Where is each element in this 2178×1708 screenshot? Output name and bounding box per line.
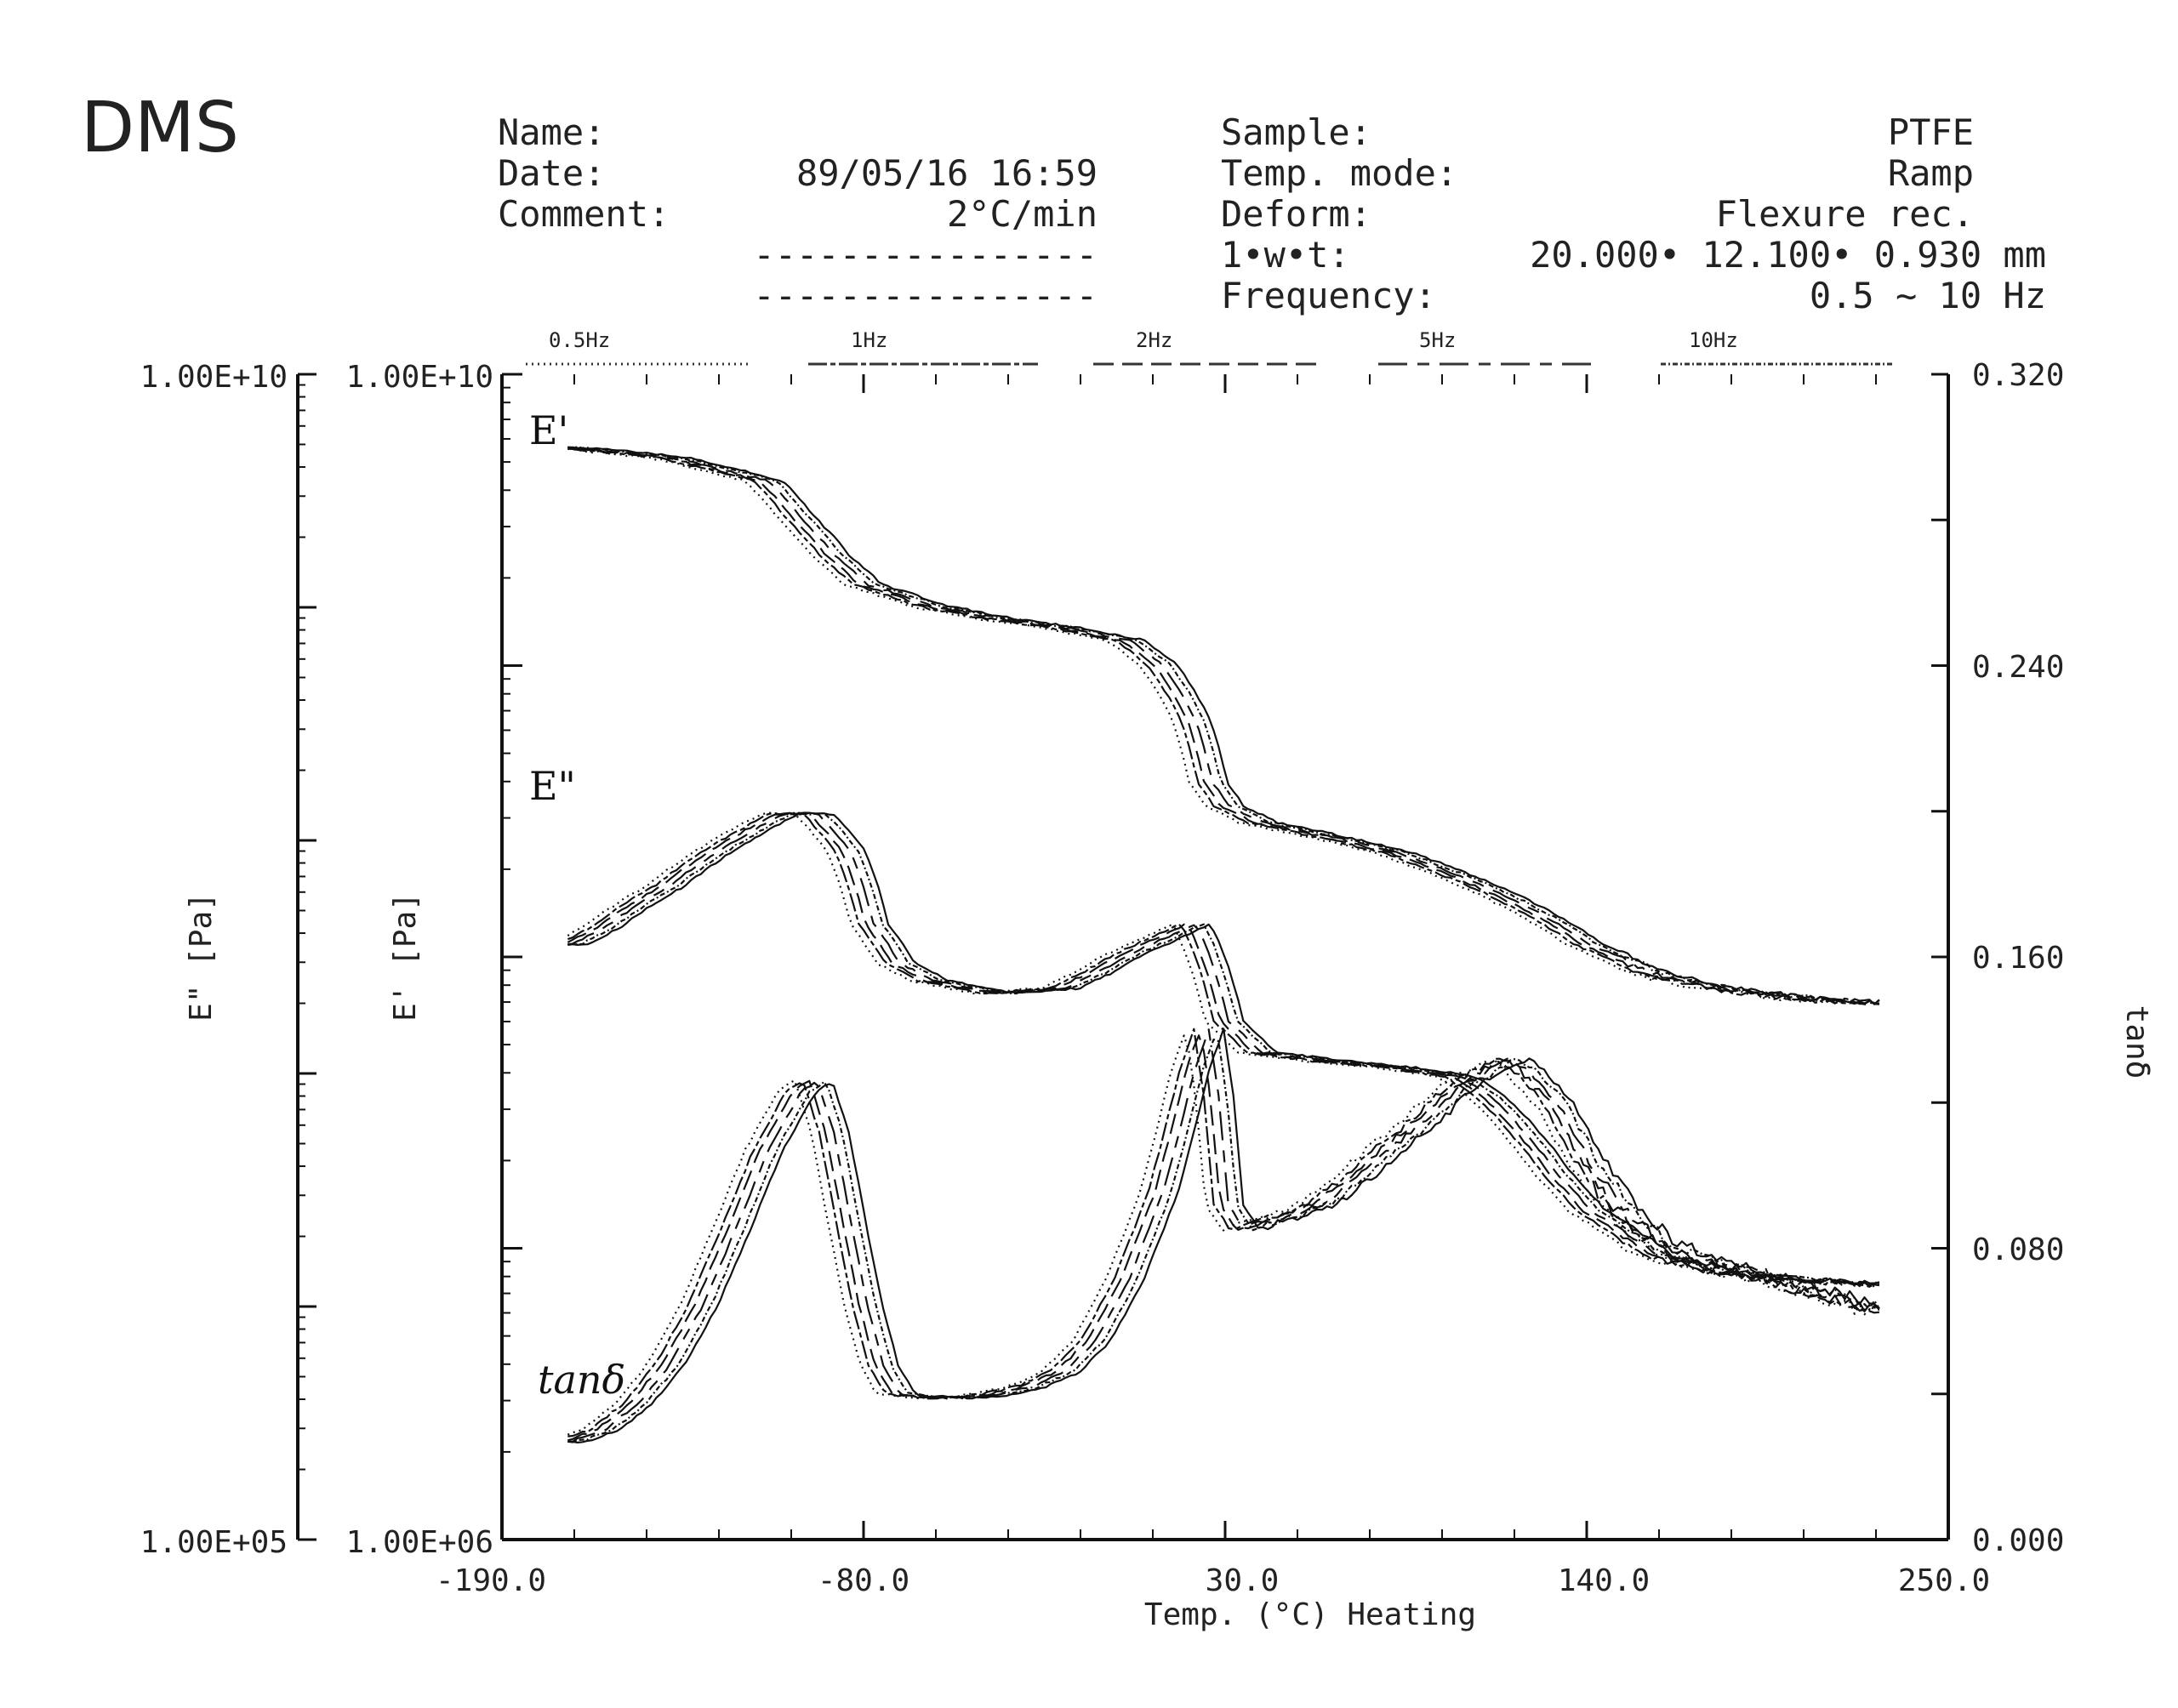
outer-y-top-label: 1.00E+10 — [140, 360, 288, 395]
deform-label: Deform: — [1221, 193, 1371, 235]
series-e-prime-trace-5 — [567, 446, 1880, 1005]
outer-y-bottom-label: 1.00E+05 — [140, 1525, 288, 1560]
x-tick-label-1: -80.0 — [818, 1563, 909, 1598]
x-axis-title: Temp. (°C) Heating — [1144, 1597, 1476, 1632]
temp-mode-value: Ramp — [1888, 152, 1974, 194]
series-e-prime-trace-1 — [567, 447, 1880, 1005]
series-e-prime-trace-2 — [567, 446, 1880, 1005]
series-e-prime-trace-3 — [567, 446, 1880, 1006]
series-e-double-prime-trace-2 — [567, 811, 1880, 1288]
temp-mode-label: Temp. mode: — [1221, 152, 1457, 194]
sample-label: Sample: — [1221, 111, 1371, 153]
dims-value: 20.000• 12.100• 0.930 mm — [1530, 234, 2046, 276]
x-tick-label-4: 250.0 — [1898, 1563, 1990, 1598]
x-tick-label-3: 140.0 — [1558, 1563, 1650, 1598]
series-tan-delta-trace-4 — [567, 1038, 1880, 1443]
series-e-double-prime-trace-3 — [567, 811, 1880, 1287]
series-tan-delta-trace-3 — [567, 1028, 1880, 1443]
right-y-axis-title: tanδ — [2119, 1005, 2154, 1079]
date-label: Date: — [498, 152, 605, 194]
freq-label-3: 5Hz — [1419, 328, 1456, 352]
date-value: 89/05/16 16:59 — [796, 152, 1098, 194]
right-tick-label-0: 0.000 — [1972, 1523, 2064, 1558]
series-tan-delta-trace-2 — [567, 1034, 1880, 1442]
chart-title: DMS — [81, 88, 239, 168]
frequency-legend: 0.5Hz 1Hz 2Hz 5Hz 10Hz — [526, 328, 1893, 366]
series-e-double-prime-trace-0 — [567, 811, 1880, 1289]
freq-label-2: 2Hz — [1136, 328, 1172, 352]
sample-value: PTFE — [1888, 111, 1974, 153]
inner-y-bottom-label: 1.00E+06 — [346, 1525, 493, 1560]
series-tan-delta-trace-1 — [567, 1028, 1880, 1438]
inner-y-top-label: 1.00E+10 — [346, 360, 493, 395]
series-e-double-prime-trace-5 — [567, 811, 1880, 1286]
right-tick-label-3: 0.240 — [1972, 650, 2064, 685]
name-label: Name: — [498, 111, 605, 153]
freq-label-4: 10Hz — [1689, 328, 1738, 352]
comment-value: 2°C/min — [947, 193, 1098, 235]
comment-label: Comment: — [498, 193, 670, 235]
deform-value: Flexure rec. — [1716, 193, 1974, 235]
series-tan-delta-trace-5 — [567, 1028, 1880, 1444]
curve-label-tan-delta: tanδ — [538, 1357, 625, 1403]
series-e-double-prime-trace-1 — [567, 811, 1880, 1289]
series-e-prime-trace-4 — [567, 446, 1879, 1005]
inner-y-axis-title: E' [Pa] — [388, 892, 423, 1022]
axis-ticks — [298, 373, 1950, 1541]
outer-y-axis-title: E" [Pa] — [184, 892, 219, 1022]
right-tick-label-2: 0.160 — [1972, 941, 2064, 976]
dash-line-1: ---------------- — [753, 234, 1098, 276]
dash-line-2: ---------------- — [753, 275, 1098, 316]
right-tick-label-4: 0.320 — [1972, 358, 2064, 393]
x-tick-label-0: -190.0 — [436, 1563, 546, 1598]
x-tick-label-2: 30.0 — [1206, 1563, 1280, 1598]
dims-label: 1•w•t: — [1221, 234, 1350, 276]
series-e-prime-trace-0 — [567, 447, 1879, 1005]
right-tick-label-1: 0.080 — [1972, 1233, 2064, 1267]
curve-label-e-double-prime: E" — [529, 763, 576, 809]
frequency-value: 0.5 ~ 10 Hz — [1810, 275, 2046, 316]
series-layer — [567, 446, 1880, 1444]
series-tan-delta-trace-0 — [567, 1034, 1880, 1436]
freq-label-0: 0.5Hz — [549, 328, 610, 352]
frequency-label: Frequency: — [1221, 275, 1436, 316]
freq-label-1: 1Hz — [851, 328, 887, 352]
series-e-double-prime-trace-4 — [567, 811, 1880, 1286]
curve-label-e-prime: E' — [529, 407, 568, 453]
